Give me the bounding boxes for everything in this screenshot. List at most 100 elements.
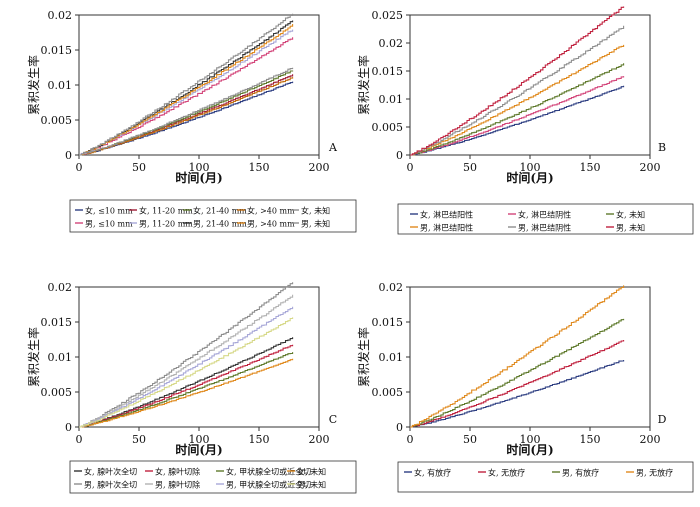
x-tick-label: 150	[249, 433, 270, 446]
y-tick-label: 0	[65, 149, 72, 162]
series-line	[79, 358, 294, 428]
legend-box	[69, 460, 357, 494]
legend-entry: 女, 21-40 mm	[193, 206, 247, 216]
legend-entry: 男, 腺叶切除	[155, 480, 200, 490]
legend-entry: 男, 淋巴结阳性	[420, 223, 473, 233]
panel-label: A	[328, 141, 338, 154]
panel-label: C	[329, 413, 337, 426]
y-axis-label: 累积发生率	[356, 327, 371, 387]
series-line	[79, 70, 294, 156]
chart-panel-c: 0 50 100 150 200 0 0.005 0.01 0.015 0.02 时间(月) 累积发生…	[26, 281, 357, 494]
y-tick-label: 0.005	[372, 121, 404, 134]
series-line	[79, 337, 294, 428]
x-tick-label: 150	[249, 161, 270, 174]
y-axis-label: 累积发生率	[26, 55, 41, 115]
y-tick-label: 0.015	[41, 44, 73, 57]
series-line	[79, 13, 294, 156]
legend: 女, 有放疗 女, 无放疗 男, 有放疗 男, 无放疗	[397, 461, 694, 493]
legend-entry: 女, 腺叶次全切	[84, 467, 137, 477]
series-line	[79, 294, 294, 428]
series-line	[79, 29, 294, 156]
x-tick-label: 50	[463, 161, 477, 174]
y-axis-label: 累积发生率	[26, 327, 41, 387]
legend: 女, 淋巴结阳性 女, 淋巴结阴性 女, 未知男, 淋巴结阳性 男, 淋巴结阴性 男, …	[397, 203, 694, 235]
legend-entry: 女, ≤10 mm	[85, 206, 133, 216]
legend-entry: 男, ≤10 mm	[85, 220, 133, 229]
legend-entry: 女, 未知	[297, 467, 326, 477]
legend-entry: 女, 淋巴结阳性	[420, 210, 473, 220]
series-line	[79, 81, 294, 156]
x-axis-label: 时间(月)	[175, 170, 222, 185]
y-tick-label: 0.02	[48, 9, 73, 22]
x-tick-label: 150	[580, 433, 601, 446]
y-tick-label: 0.025	[372, 9, 404, 22]
y-tick-label: 0	[396, 421, 403, 434]
y-tick-label: 0	[396, 149, 403, 162]
y-tick-label: 0.015	[372, 316, 404, 329]
y-tick-label: 0.01	[48, 351, 73, 364]
series-line	[79, 317, 294, 428]
chart-panel-a: 0 50 100 150 200 0 0.005 0.01 0.015 0.02 时间(月) 累积发生…	[26, 9, 357, 233]
series-line	[410, 44, 625, 156]
series-line	[79, 24, 294, 156]
x-tick-label: 150	[580, 161, 601, 174]
y-tick-label: 0.005	[41, 386, 73, 399]
legend-entry: 男, 11-20 mm	[139, 220, 193, 229]
legend-entry: 男, 未知	[297, 480, 326, 490]
x-tick-label: 50	[463, 433, 477, 446]
legend-entry: 女, 甲状腺全切或近全切	[226, 467, 311, 477]
series-line	[410, 318, 625, 428]
y-tick-label: 0.01	[379, 93, 404, 106]
y-tick-label: 0.005	[41, 114, 73, 127]
legend-entry: 女, 11-20 mm	[139, 206, 193, 216]
legend-entry: 男, 无放疗	[636, 468, 673, 478]
y-tick-label: 0.01	[379, 351, 404, 364]
legend-entry: 男, 有放疗	[562, 468, 599, 478]
x-tick-label: 100	[520, 161, 541, 174]
legend-entry: 男, 甲状腺全切或近全切	[226, 480, 311, 490]
series-line	[410, 360, 625, 428]
x-tick-label: 100	[189, 161, 210, 174]
series-line	[410, 285, 625, 428]
y-tick-label: 0.015	[372, 65, 404, 78]
y-tick-label: 0.02	[379, 281, 404, 294]
y-tick-label: 0.005	[372, 386, 404, 399]
y-tick-label: 0.015	[41, 316, 73, 329]
series-line	[410, 63, 625, 156]
chart-panel-d: 0 50 100 150 200 0 0.005 0.01 0.015 0.02 时间(月) 累积发生…	[356, 281, 694, 493]
legend-entry: 男, 未知	[301, 219, 330, 229]
series-line	[79, 37, 294, 156]
legend-entry: 男, 淋巴结阴性	[518, 223, 571, 233]
x-tick-label: 200	[309, 161, 330, 174]
legend-box	[69, 199, 357, 233]
series-line	[79, 74, 294, 156]
series-line	[79, 306, 294, 428]
x-tick-label: 200	[309, 433, 330, 446]
legend: 女, ≤10 mm 女, 11-20 mm 女, 21-40 mm 女, >40 mm…	[69, 199, 357, 233]
x-axis-label: 时间(月)	[506, 442, 553, 457]
y-tick-label: 0	[65, 421, 72, 434]
series-line	[79, 344, 294, 428]
x-axis-label: 时间(月)	[175, 442, 222, 457]
legend-entry: 男, 21-40 mm	[193, 220, 247, 229]
legend-entry: 女, 腺叶切除	[155, 467, 200, 477]
legend-entry: 男, 腺叶次全切	[84, 480, 137, 490]
series-line	[79, 20, 294, 156]
legend-box	[397, 461, 694, 493]
x-axis-label: 时间(月)	[506, 170, 553, 185]
plot-frame	[409, 14, 651, 156]
y-tick-label: 0.02	[379, 37, 404, 50]
panel-label: B	[658, 141, 666, 154]
legend-entry: 男, >40 mm	[247, 220, 295, 229]
x-tick-label: 50	[132, 161, 146, 174]
y-tick-label: 0.01	[48, 79, 73, 92]
series-line	[79, 282, 294, 428]
chart-panel-b: 0 50 100 150 200 0 0.005 0.01 0.015 0.02 0.025 时间(月…	[356, 6, 694, 235]
x-tick-label: 0	[407, 433, 414, 446]
panel-label: D	[658, 413, 667, 426]
x-tick-label: 0	[76, 433, 83, 446]
series-line	[410, 6, 625, 156]
y-tick-label: 0.02	[48, 281, 73, 294]
